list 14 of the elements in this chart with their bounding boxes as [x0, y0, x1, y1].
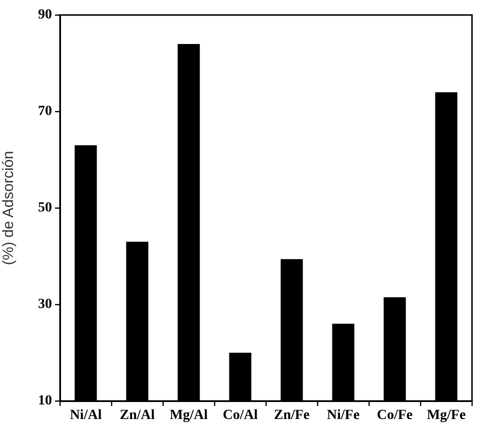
- y-tick-label: 90: [38, 8, 52, 23]
- x-tick-label: Co/Al: [222, 408, 258, 424]
- x-tick-label: Ni/Al: [70, 408, 102, 424]
- y-tick-label: 70: [38, 104, 52, 120]
- x-tick-label: Mg/Fe: [426, 408, 466, 424]
- y-tick-label: 50: [38, 200, 52, 216]
- y-axis-title: (%) de Adsorción: [0, 150, 18, 266]
- y-tick-label: 30: [38, 297, 52, 312]
- x-tick-label: Mg/Al: [170, 408, 208, 424]
- y-tick-label: 10: [38, 394, 52, 409]
- x-tick-label: Zn/Al: [120, 408, 155, 424]
- x-tick-label: Ni/Fe: [326, 408, 360, 424]
- x-tick-label: Co/Fe: [376, 408, 413, 424]
- x-tick-label: Zn/Fe: [274, 408, 310, 424]
